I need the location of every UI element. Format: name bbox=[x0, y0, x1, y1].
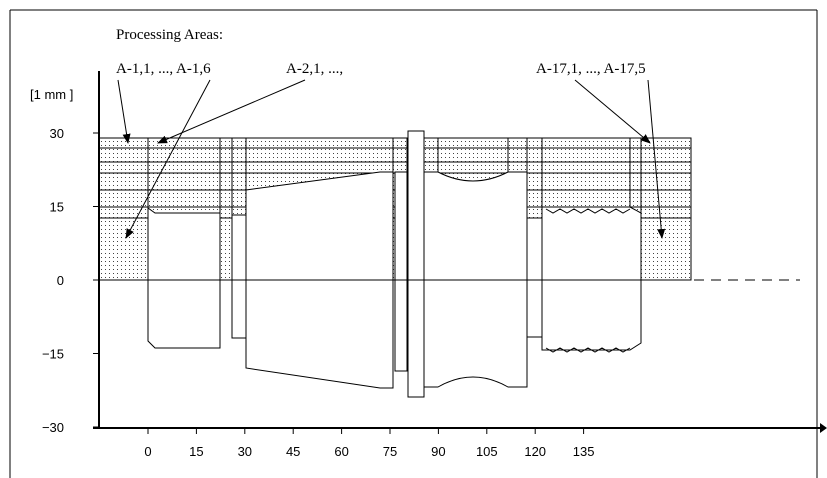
x-tick-label: 135 bbox=[573, 444, 595, 459]
x-tick-label: 120 bbox=[524, 444, 546, 459]
y-tick-label: −15 bbox=[42, 347, 64, 362]
arrow-a2 bbox=[157, 79, 306, 144]
unit-label: [1 mm ] bbox=[30, 87, 73, 102]
arrow-a17-top bbox=[574, 79, 651, 144]
x-axis-arrow-icon bbox=[820, 423, 827, 433]
x-tick-label: 30 bbox=[238, 444, 252, 459]
arrow-a1-bottom bbox=[125, 79, 211, 239]
x-tick-label: 0 bbox=[144, 444, 151, 459]
label-area-2: A-2,1, ..., bbox=[286, 61, 343, 77]
y-tick-label: 30 bbox=[50, 126, 64, 141]
x-tick-label: 75 bbox=[383, 444, 397, 459]
x-tick-label: 15 bbox=[189, 444, 203, 459]
x-tick-label: 60 bbox=[334, 444, 348, 459]
diagram-title: Processing Areas: bbox=[116, 27, 223, 43]
x-tick-label: 105 bbox=[476, 444, 498, 459]
label-area-17: A-17,1, ..., A-17,5 bbox=[536, 61, 646, 77]
leader-arrows bbox=[117, 79, 666, 239]
label-area-1: A-1,1, ..., A-1,6 bbox=[116, 61, 211, 77]
arrow-a1-top bbox=[117, 79, 131, 144]
x-tick-label: 45 bbox=[286, 444, 300, 459]
y-tick-group: 30 15 0 −15 −30 bbox=[42, 126, 99, 435]
y-tick-label: −30 bbox=[42, 420, 64, 435]
y-tick-label: 0 bbox=[57, 273, 64, 288]
arrow-a17-bottom bbox=[647, 79, 666, 239]
part-profile bbox=[147, 130, 642, 398]
x-tick-group: 0 15 30 45 60 75 90 105 120 135 bbox=[144, 428, 594, 459]
y-tick-label: 15 bbox=[50, 200, 64, 215]
x-tick-label: 90 bbox=[431, 444, 445, 459]
